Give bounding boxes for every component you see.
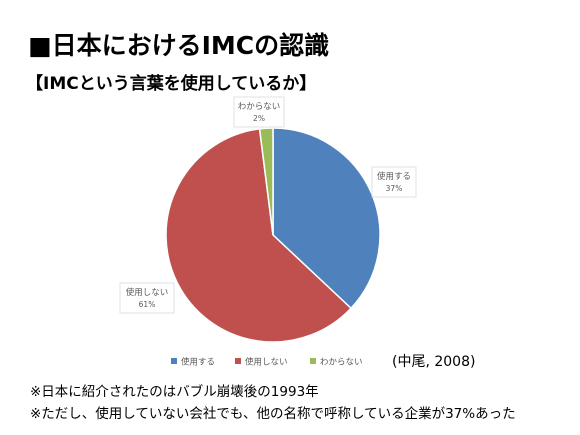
data-label-1: 使用する 37% xyxy=(371,166,417,198)
pie-slice-2 xyxy=(165,128,353,343)
legend-item-1: 使用する xyxy=(171,357,215,368)
legend-label: わからない xyxy=(320,358,363,368)
legend-label: 使用しない xyxy=(245,357,288,368)
pie-slice-3 xyxy=(258,127,274,236)
legend-item-3: わからない xyxy=(310,358,363,368)
data-label-box xyxy=(233,96,285,128)
pie-slice-1 xyxy=(272,127,381,310)
data-label-box xyxy=(119,282,175,314)
legend-item-2: 使用しない xyxy=(235,357,288,368)
data-label-category: わからない xyxy=(238,102,281,112)
data-label-box xyxy=(371,166,417,198)
citation: (中尾, 2008) xyxy=(392,354,476,370)
data-label-2: 使用しない 61% xyxy=(119,282,175,314)
data-label-value: 61% xyxy=(139,300,156,309)
slide-title: ■日本におけるIMCの認識 xyxy=(28,31,330,60)
data-label-category: 使用する xyxy=(377,171,411,182)
slide-subtitle: 【IMCという言葉を使用しているか】 xyxy=(26,74,317,94)
data-label-3: わからない 2% xyxy=(233,96,285,128)
footnote-2: ※ただし、使用していない会社でも、他の名称で呼称している企業が37%あった xyxy=(30,406,516,422)
legend-swatch xyxy=(310,358,316,364)
data-label-value: 2% xyxy=(253,114,265,123)
data-label-category: 使用しない xyxy=(126,287,169,298)
footnote-1: ※日本に紹介されたのはバブル崩壊後の1993年 xyxy=(30,384,319,400)
legend-swatch xyxy=(171,358,177,364)
legend-swatch xyxy=(235,358,241,364)
legend-label: 使用する xyxy=(181,357,215,368)
data-label-value: 37% xyxy=(386,184,403,193)
